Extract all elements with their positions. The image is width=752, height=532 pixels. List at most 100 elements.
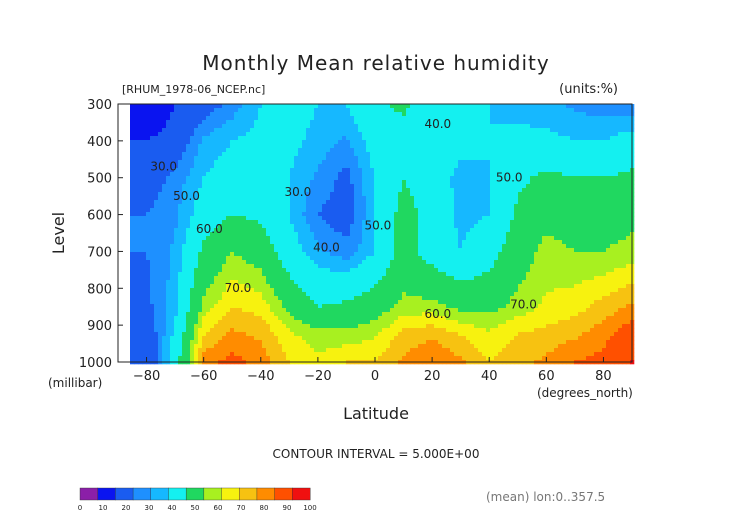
contour-cell [346,192,351,197]
contour-cell [546,240,551,245]
contour-cell [282,236,287,241]
contour-cell [130,200,135,205]
contour-cell [146,224,151,229]
contour-cell [214,116,219,121]
contour-cell [554,112,559,117]
contour-cell [338,148,343,153]
contour-cell [186,252,191,257]
contour-cell [442,188,447,193]
contour-cell [202,152,207,157]
contour-cell [390,112,395,117]
contour-cell [170,160,175,165]
contour-cell [346,228,351,233]
contour-cell [162,136,167,141]
contour-cell [594,236,599,241]
contour-cell [450,172,455,177]
contour-cell [514,180,519,185]
contour-cell [526,172,531,177]
contour-cell [478,140,483,145]
contour-cell [286,196,291,201]
contour-cell [466,176,471,181]
contour-cell [454,248,459,253]
contour-cell [218,124,223,129]
contour-cell [250,108,255,113]
contour-cell [526,184,531,189]
contour-cell [306,148,311,153]
contour-cell [230,108,235,113]
contour-cell [414,252,419,257]
contour-cell [550,224,555,229]
contour-cell [502,104,507,109]
contour-cell [594,188,599,193]
contour-cell [274,176,279,181]
contour-cell [346,204,351,209]
contour-cell [230,128,235,133]
contour-cell [222,252,227,257]
contour-cell [254,120,259,125]
contour-cell [454,244,459,249]
contour-cell [606,140,611,145]
contour-cell [458,108,463,113]
contour-cell [302,116,307,121]
contour-cell [554,244,559,249]
contour-cell [402,108,407,113]
contour-cell [382,104,387,109]
contour-cell [222,212,227,217]
contour-cell [290,164,295,169]
contour-cell [142,192,147,197]
contour-cell [154,144,159,149]
contour-cell [478,124,483,129]
contour-cell [238,112,243,117]
contour-cell [258,208,263,213]
contour-cell [470,216,475,221]
contour-cell [458,212,463,217]
contour-cell [306,164,311,169]
contour-cell [618,112,623,117]
contour-cell [174,224,179,229]
contour-cell [470,184,475,189]
contour-cell [542,152,547,157]
contour-cell [510,136,515,141]
contour-cell [390,260,395,265]
contour-cell [442,204,447,209]
contour-cell [582,228,587,233]
contour-cell [490,120,495,125]
contour-cell [446,204,451,209]
contour-cell [390,176,395,181]
contour-cell [490,144,495,149]
contour-cell [486,204,491,209]
contour-cell [394,180,399,185]
contour-cell [194,188,199,193]
contour-cell [494,152,499,157]
contour-cell [250,148,255,153]
contour-cell [294,208,299,213]
contour-cell [194,160,199,165]
contour-cell [306,240,311,245]
contour-cell [170,184,175,189]
contour-cell [138,196,143,201]
contour-cell [330,184,335,189]
contour-cell [386,188,391,193]
contour-cell [314,112,319,117]
contour-cell [182,168,187,173]
contour-cell [214,216,219,221]
contour-cell [466,224,471,229]
contour-cell [414,160,419,165]
contour-cell [538,196,543,201]
contour-cell [582,236,587,241]
contour-cell [482,216,487,221]
contour-cell [282,188,287,193]
contour-cell [370,144,375,149]
contour-cell [414,164,419,169]
contour-cell [386,124,391,129]
contour-cell [466,200,471,205]
contour-cell [366,152,371,157]
contour-cell [470,208,475,213]
contour-cell [394,136,399,141]
contour-cell [374,248,379,253]
contour-cell [546,164,551,169]
contour-cell [418,132,423,137]
contour-cell [574,128,579,133]
contour-cell [194,248,199,253]
contour-cell [454,196,459,201]
